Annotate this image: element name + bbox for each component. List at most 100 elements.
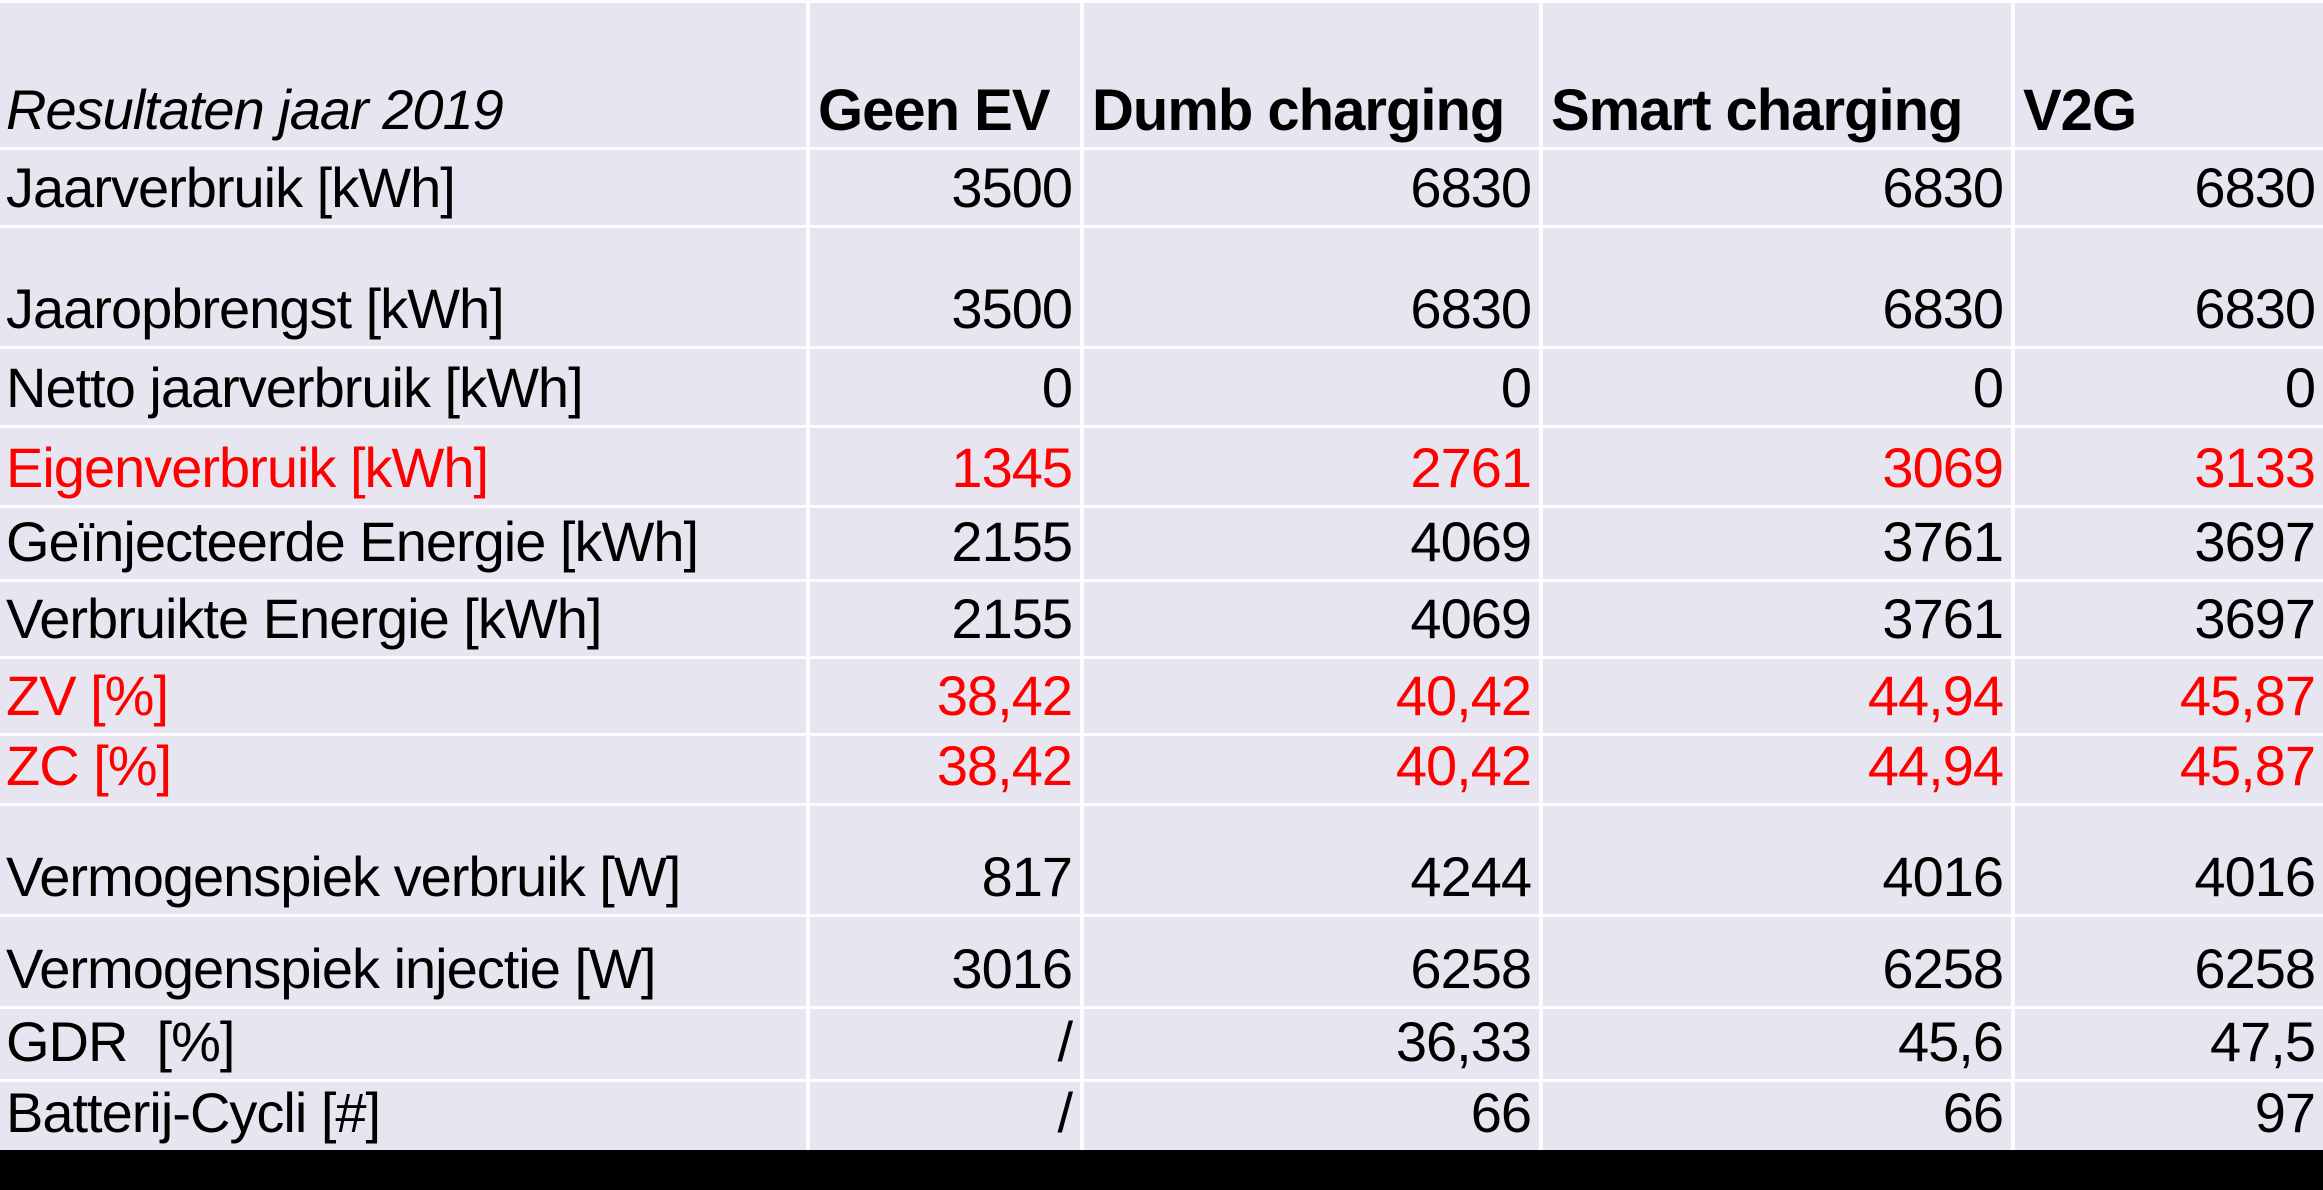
cell-value: 0 [1500, 356, 1532, 420]
column-header-v2g: V2G [2015, 3, 2323, 147]
cell-value: 97 [2254, 1082, 2316, 1145]
row-label: ZC [%] [6, 736, 172, 798]
row-label: Vermogenspiek verbruik [W] [6, 845, 681, 909]
cell-value: / [1057, 1010, 1073, 1074]
value-cell: 6830 [1543, 150, 2011, 225]
value-cell: 44,94 [1543, 659, 2011, 733]
value-cell: 0 [1084, 349, 1539, 425]
cell-value: 2155 [951, 587, 1073, 651]
cell-value: 6830 [1882, 156, 2004, 220]
row-label: Geïnjecteerde Energie [kWh] [6, 510, 699, 574]
cell-value: 3500 [951, 277, 1073, 341]
value-cell: 6830 [1543, 228, 2011, 346]
value-cell: 47,5 [2015, 1009, 2323, 1079]
cell-value: / [1057, 1082, 1073, 1145]
cell-value: 3500 [951, 156, 1073, 220]
black-letterbox [0, 1150, 2323, 1190]
row-label: Jaarverbruik [kWh] [6, 156, 456, 220]
value-cell: 36,33 [1084, 1009, 1539, 1079]
value-cell: 4069 [1084, 508, 1539, 579]
cell-value: 4244 [1410, 845, 1532, 909]
value-cell: 45,87 [2015, 659, 2323, 733]
value-cell: 3069 [1543, 428, 2011, 505]
cell-value: 3697 [2194, 510, 2316, 574]
cell-value: 4069 [1410, 510, 1532, 574]
value-cell: 1345 [810, 428, 1080, 505]
row-label: Verbruikte Energie [kWh] [6, 587, 602, 651]
value-cell: 40,42 [1084, 659, 1539, 733]
column-header-text: Smart charging [1551, 78, 1963, 144]
cell-value: 0 [1041, 356, 1073, 420]
row-label-cell: Verbruikte Energie [kWh] [0, 582, 806, 656]
cell-value: 66 [1470, 1082, 1532, 1145]
row-label-cell: Vermogenspiek injectie [W] [0, 917, 806, 1006]
cell-value: 4069 [1410, 587, 1532, 651]
cell-value: 6258 [2194, 937, 2316, 1001]
row-label: GDR [%] [6, 1010, 235, 1074]
value-cell: 45,87 [2015, 736, 2323, 803]
value-cell: 2761 [1084, 428, 1539, 505]
results-table: Resultaten jaar 2019 Geen EV Dumb chargi… [0, 0, 2323, 1150]
value-cell: 66 [1543, 1082, 2011, 1150]
cell-value: 6830 [2194, 156, 2316, 220]
row-label-cell: Jaarverbruik [kWh] [0, 150, 806, 225]
row-label-cell: Netto jaarverbruik [kWh] [0, 349, 806, 425]
row-label-cell: ZC [%] [0, 736, 806, 803]
value-cell: 4069 [1084, 582, 1539, 656]
cell-value: 4016 [2194, 845, 2316, 909]
value-cell: 2155 [810, 508, 1080, 579]
cell-value: 3133 [2194, 436, 2316, 500]
cell-value: 44,94 [1867, 736, 2004, 798]
row-label-cell: Eigenverbruik [kWh] [0, 428, 806, 505]
cell-value: 2155 [951, 510, 1073, 574]
row-label-cell: Jaaropbrengst [kWh] [0, 228, 806, 346]
cell-value: 45,6 [1898, 1010, 2004, 1074]
cell-value: 36,33 [1395, 1010, 1532, 1074]
value-cell: 4016 [1543, 806, 2011, 914]
cell-value: 66 [1942, 1082, 2004, 1145]
column-header-smart-charging: Smart charging [1543, 3, 2011, 147]
value-cell: 38,42 [810, 736, 1080, 803]
value-cell: / [810, 1082, 1080, 1150]
column-header-geen-ev: Geen EV [810, 3, 1080, 147]
cell-value: 0 [1972, 356, 2004, 420]
cell-value: 38,42 [936, 736, 1073, 798]
row-label: Vermogenspiek injectie [W] [6, 937, 656, 1001]
cell-value: 47,5 [2210, 1010, 2316, 1074]
column-header-text: Geen EV [818, 78, 1051, 144]
value-cell: 3016 [810, 917, 1080, 1006]
cell-value: 44,94 [1867, 664, 2004, 728]
cell-value: 3761 [1882, 510, 2004, 574]
cell-value: 817 [981, 845, 1073, 909]
cell-value: 6258 [1410, 937, 1532, 1001]
value-cell: 3761 [1543, 508, 2011, 579]
table-title-cell: Resultaten jaar 2019 [0, 3, 806, 147]
value-cell: 817 [810, 806, 1080, 914]
value-cell: 6830 [2015, 150, 2323, 225]
row-label: Jaaropbrengst [kWh] [6, 277, 505, 341]
column-header-dumb-charging: Dumb charging [1084, 3, 1539, 147]
value-cell: 2155 [810, 582, 1080, 656]
value-cell: 3697 [2015, 582, 2323, 656]
value-cell: 0 [810, 349, 1080, 425]
cell-value: 40,42 [1395, 664, 1532, 728]
cell-value: 6830 [1410, 277, 1532, 341]
cell-value: 45,87 [2179, 664, 2316, 728]
cell-value: 6258 [1882, 937, 2004, 1001]
value-cell: 0 [1543, 349, 2011, 425]
row-label-cell: ZV [%] [0, 659, 806, 733]
cell-value: 1345 [951, 436, 1073, 500]
row-label: ZV [%] [6, 664, 169, 728]
value-cell: 3133 [2015, 428, 2323, 505]
row-label: Batterij-Cycli [#] [6, 1082, 381, 1145]
value-cell: 3500 [810, 228, 1080, 346]
value-cell: 6258 [1084, 917, 1539, 1006]
value-cell: 6830 [2015, 228, 2323, 346]
cell-value: 2761 [1410, 436, 1532, 500]
row-label-cell: Geïnjecteerde Energie [kWh] [0, 508, 806, 579]
cell-value: 3016 [951, 937, 1073, 1001]
value-cell: 6830 [1084, 228, 1539, 346]
row-label-cell: GDR [%] [0, 1009, 806, 1079]
value-cell: 3697 [2015, 508, 2323, 579]
value-cell: 0 [2015, 349, 2323, 425]
